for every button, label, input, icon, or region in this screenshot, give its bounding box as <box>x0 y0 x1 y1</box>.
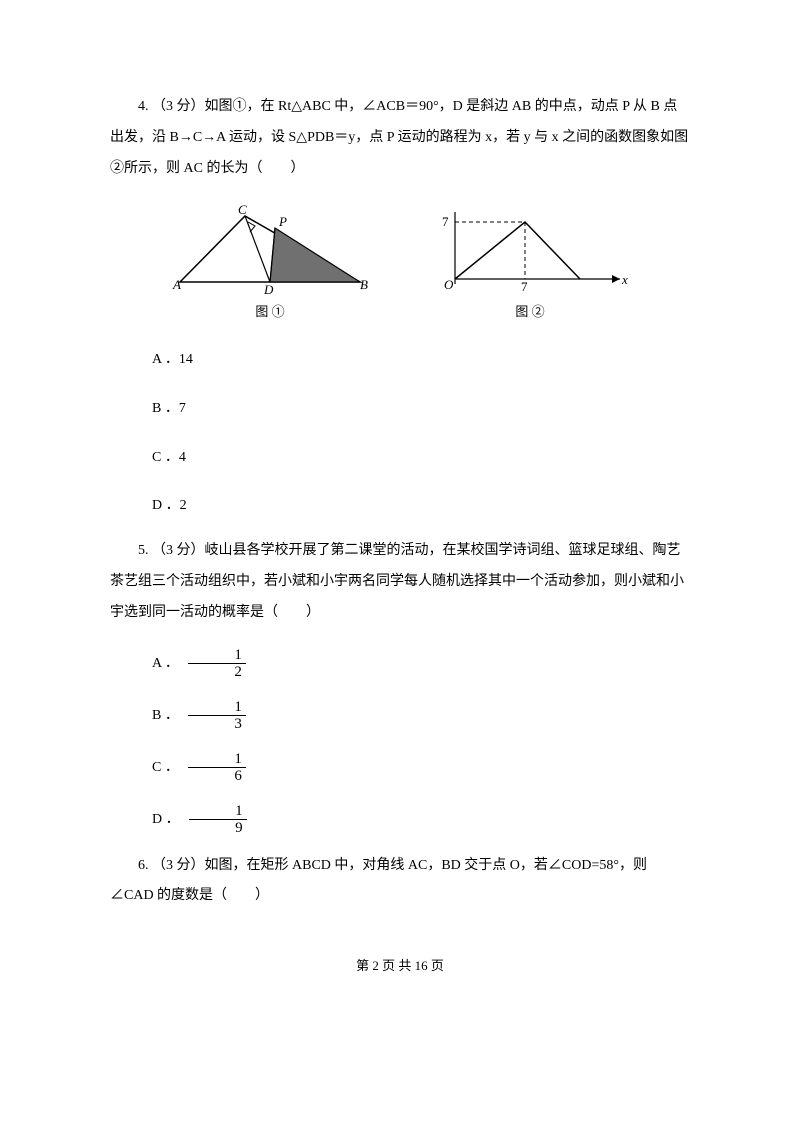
svg-text:7: 7 <box>442 214 449 229</box>
page-content: 4. （3 分）如图①，在 Rt△ABC 中，∠ACB＝90°，D 是斜边 AB… <box>0 0 800 1021</box>
svg-text:P: P <box>278 214 287 229</box>
svg-text:O: O <box>444 277 454 292</box>
option-letter: D ． <box>152 812 180 827</box>
triangle-diagram: A B C D P <box>170 204 370 294</box>
fraction: 1 2 <box>188 647 246 681</box>
q5-text: 5. （3 分）岐山县各学校开展了第二课堂的活动，在某校国学诗词组、篮球足球组、… <box>110 536 690 628</box>
fraction: 1 6 <box>188 751 246 785</box>
option-letter: C ． <box>152 760 179 775</box>
graph-diagram: O 7 7 x <box>430 204 630 294</box>
q4-figures: A B C D P 图 ① O 7 <box>110 204 690 327</box>
option-letter: A ． <box>152 656 179 671</box>
q5-option-d: D ． 1 9 <box>110 803 690 837</box>
fraction: 1 9 <box>189 803 247 837</box>
q5-option-b: B ． 1 3 <box>110 699 690 733</box>
q6-text: 6. （3 分）如图，在矩形 ABCD 中，对角线 AC，BD 交于点 O，若∠… <box>110 851 690 913</box>
q4-figure-2: O 7 7 x 图 ② <box>430 204 630 327</box>
fig1-label: 图 ① <box>255 298 284 327</box>
fraction: 1 3 <box>188 699 246 733</box>
q4-figure-1: A B C D P 图 ① <box>170 204 370 327</box>
svg-text:B: B <box>360 277 368 292</box>
option-letter: B ． <box>152 708 179 723</box>
page-footer: 第 2 页 共 16 页 <box>110 952 690 981</box>
q4-option-a: A ．14 <box>110 345 690 376</box>
q5-option-a: A ． 1 2 <box>110 647 690 681</box>
svg-text:x: x <box>621 272 628 287</box>
q4-option-d: D ．2 <box>110 491 690 522</box>
svg-text:A: A <box>172 277 181 292</box>
q4-text: 4. （3 分）如图①，在 Rt△ABC 中，∠ACB＝90°，D 是斜边 AB… <box>110 92 690 184</box>
q5-option-c: C ． 1 6 <box>110 751 690 785</box>
svg-text:C: C <box>238 204 247 217</box>
svg-text:D: D <box>263 282 274 294</box>
q4-option-c: C ．4 <box>110 443 690 474</box>
q4-option-b: B ．7 <box>110 394 690 425</box>
svg-text:7: 7 <box>521 279 528 294</box>
fig2-label: 图 ② <box>515 298 544 327</box>
